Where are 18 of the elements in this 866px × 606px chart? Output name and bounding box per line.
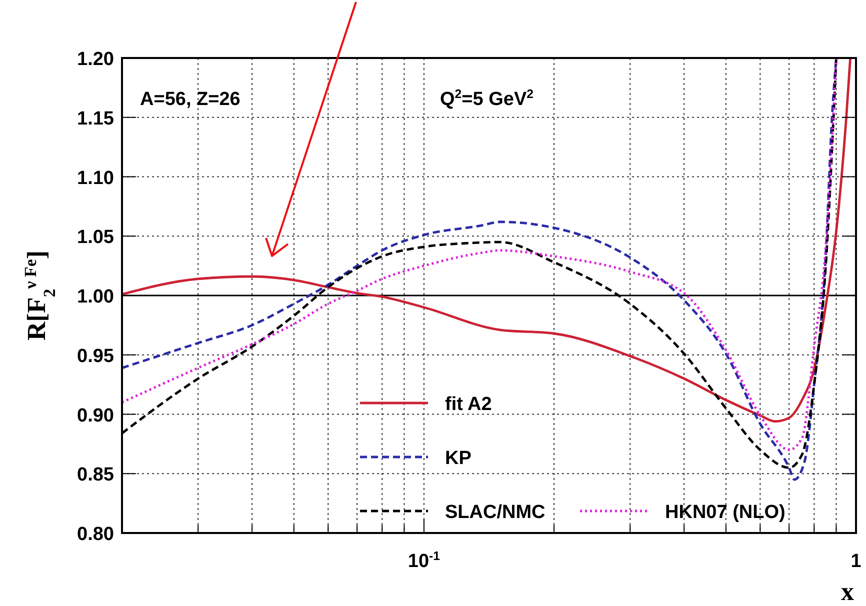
legend-label: KP: [445, 448, 472, 469]
x-tick-label: 10$^{-1}$: [408, 549, 440, 572]
y-tick-label: 1.05: [77, 227, 114, 248]
y-tick-label: 0.80: [77, 524, 114, 545]
legend-label: SLAC/NMC: [445, 502, 546, 523]
x-axis-title: x: [841, 577, 854, 606]
y-tick-label: 0.90: [77, 405, 114, 426]
y-tick-label: 1.10: [77, 168, 114, 189]
annotation: Q$^{2}$=5 GeV$^{2}$: [440, 87, 534, 110]
x-tick-label: 1: [850, 551, 862, 572]
legend-label: fit A2: [445, 394, 492, 415]
y-tick-label: 0.95: [77, 346, 114, 367]
y-tick-label: 1.20: [77, 49, 114, 70]
y-tick-label: 0.85: [77, 464, 114, 486]
y-tick-label: 1.15: [77, 108, 114, 130]
annotation: A=56, Z=26: [140, 89, 240, 110]
y-tick-label: 1.00: [77, 286, 114, 308]
legend-label: HKN07 (NLO): [665, 502, 786, 523]
